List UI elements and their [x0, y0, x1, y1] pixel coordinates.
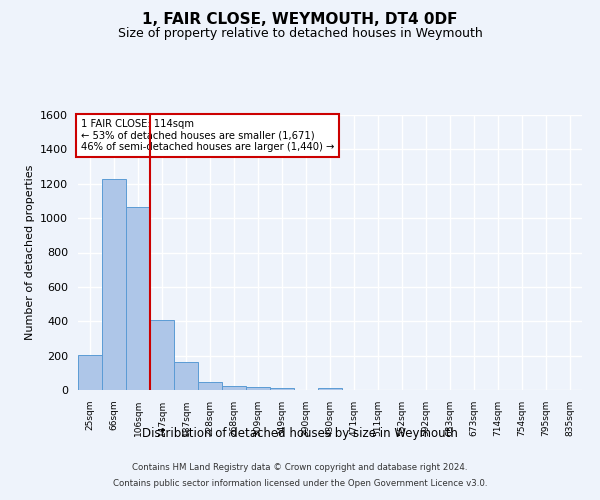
Text: 1 FAIR CLOSE: 114sqm
← 53% of detached houses are smaller (1,671)
46% of semi-de: 1 FAIR CLOSE: 114sqm ← 53% of detached h… — [80, 119, 334, 152]
Bar — [78, 355, 102, 390]
Bar — [270, 388, 294, 390]
Bar — [150, 320, 174, 390]
Y-axis label: Number of detached properties: Number of detached properties — [25, 165, 35, 340]
Bar — [246, 386, 270, 390]
Bar — [198, 382, 222, 390]
Bar — [318, 388, 342, 390]
Bar — [174, 362, 198, 390]
Bar — [126, 207, 150, 390]
Bar — [102, 180, 126, 390]
Text: Contains HM Land Registry data © Crown copyright and database right 2024.: Contains HM Land Registry data © Crown c… — [132, 464, 468, 472]
Text: Distribution of detached houses by size in Weymouth: Distribution of detached houses by size … — [142, 428, 458, 440]
Text: Size of property relative to detached houses in Weymouth: Size of property relative to detached ho… — [118, 28, 482, 40]
Text: Contains public sector information licensed under the Open Government Licence v3: Contains public sector information licen… — [113, 478, 487, 488]
Text: 1, FAIR CLOSE, WEYMOUTH, DT4 0DF: 1, FAIR CLOSE, WEYMOUTH, DT4 0DF — [142, 12, 458, 28]
Bar — [222, 386, 246, 390]
